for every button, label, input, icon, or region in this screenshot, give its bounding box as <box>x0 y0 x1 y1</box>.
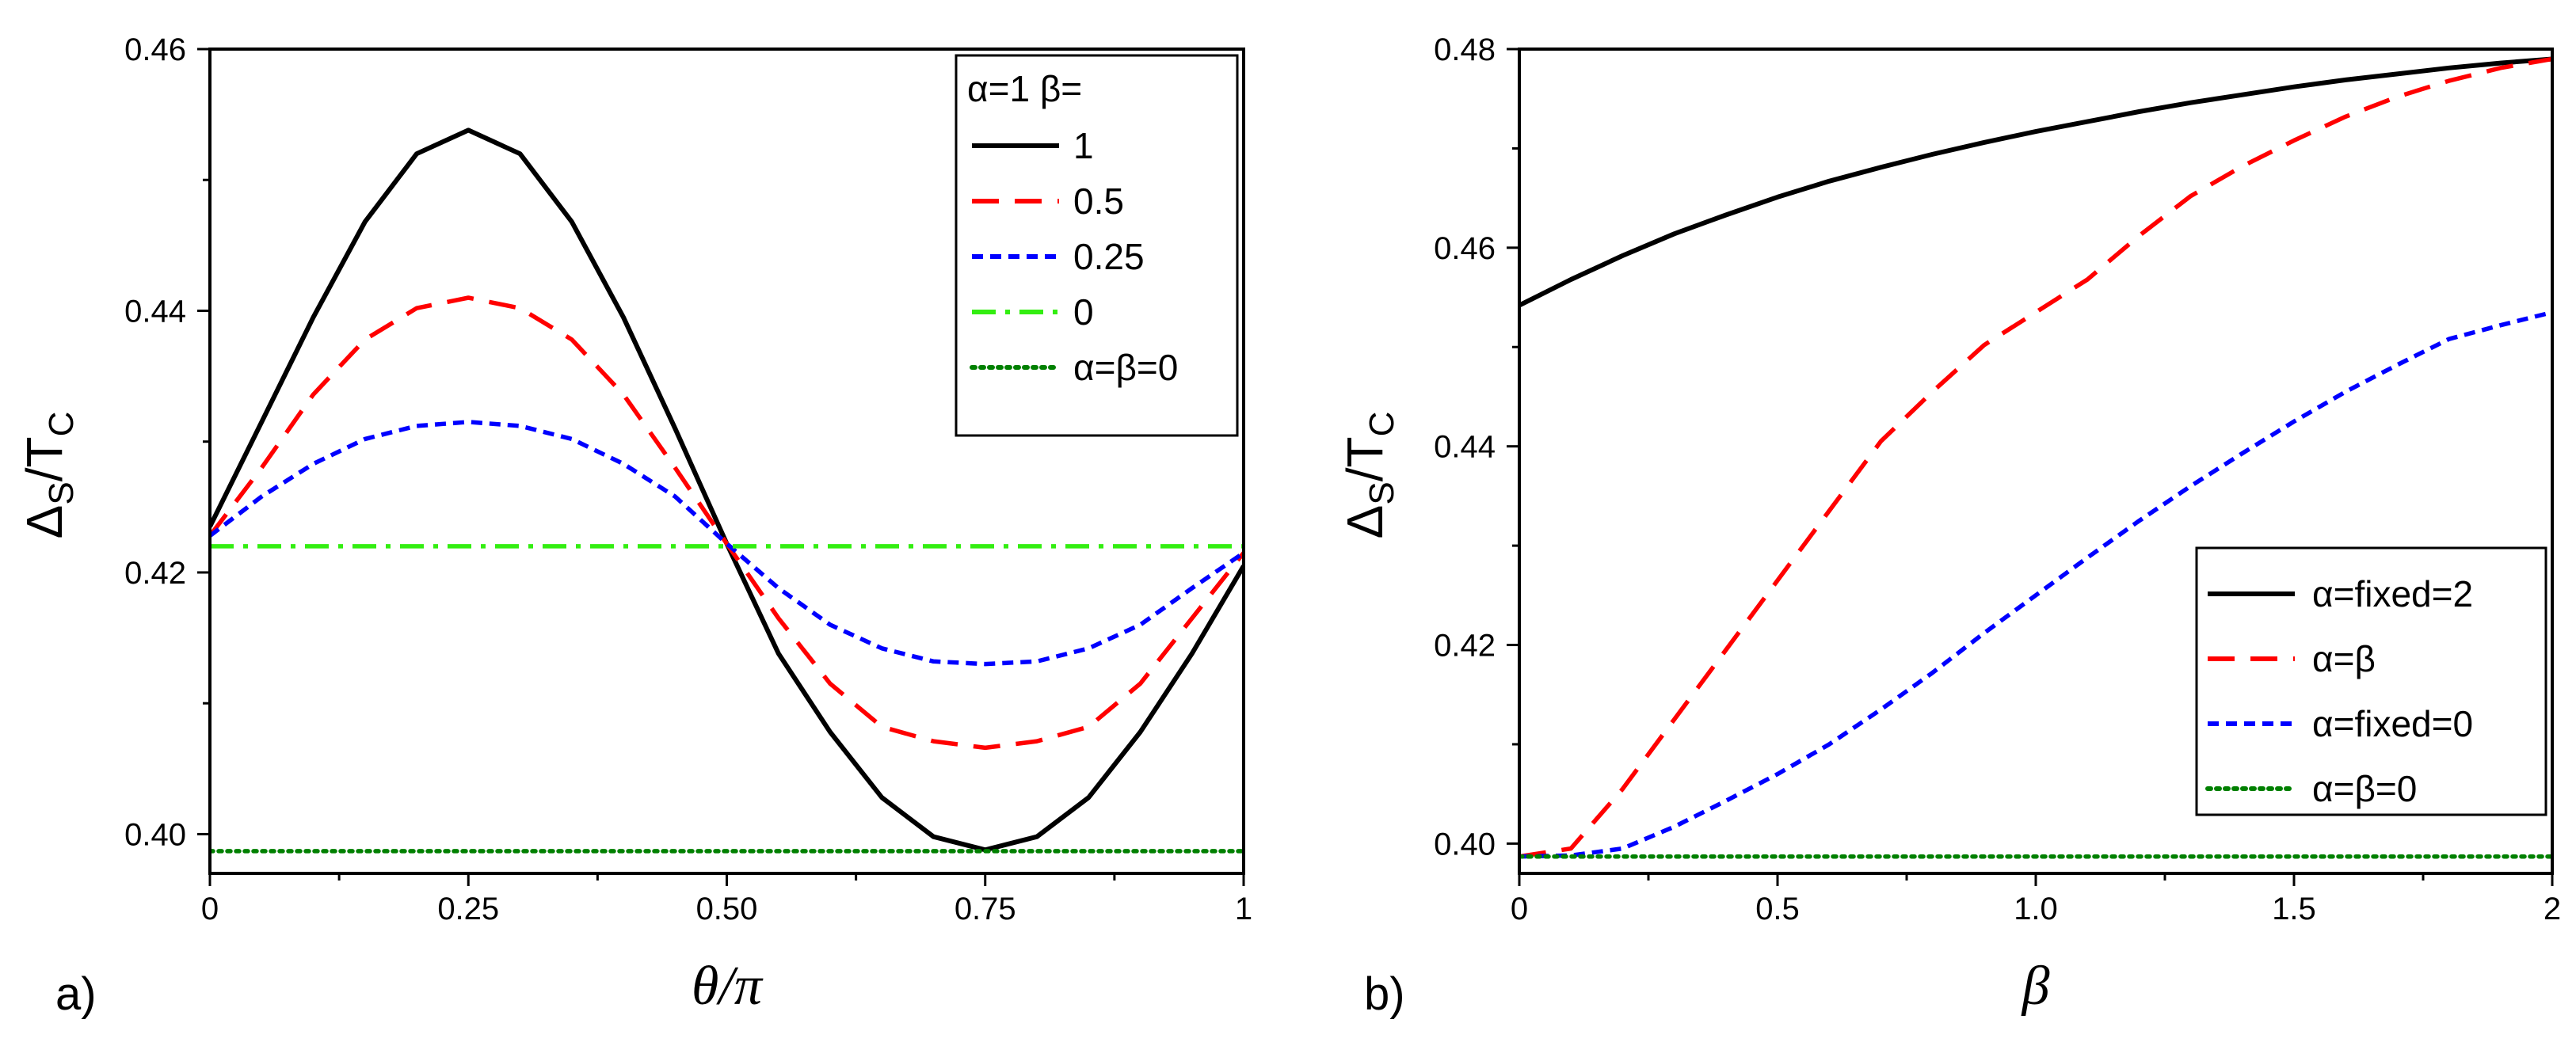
legend: α=fixed=2 α=β α=fixed=0 α=β=0 <box>2195 546 2547 816</box>
x-axis-title: β <box>2021 956 2050 1017</box>
x-tick-label: 1 <box>1235 892 1252 926</box>
x-tick-label: 1.5 <box>2272 892 2316 926</box>
y-tick-label: 0.40 <box>1434 827 1496 862</box>
x-tick-label: 0.25 <box>437 892 499 926</box>
panel-a-chart: 0 0.25 0.50 0.75 10.400.420.440.46ΔS/TCθ/πa)… <box>16 32 1252 1020</box>
legend-label: α=β=0 <box>2312 768 2417 809</box>
legend-label: α=fixed=0 <box>2312 703 2473 744</box>
series-line-a-1 <box>210 295 1244 751</box>
y-tick-label: 0.40 <box>124 817 186 852</box>
y-axis-title: ΔS/TC <box>16 412 81 539</box>
y-axis-title-sub-s: S <box>1362 481 1401 504</box>
x-tick-label: 0 <box>1511 892 1528 926</box>
y-axis-title: ΔS/TC <box>1336 412 1401 539</box>
legend-label: 0 <box>1073 291 1094 333</box>
y-axis-title-sub-c: C <box>42 412 81 437</box>
y-tick-label: 0.42 <box>124 556 186 591</box>
y-axis-title-delta: Δ <box>16 505 73 539</box>
panel-label: a) <box>55 968 97 1020</box>
series-line-b-2 <box>1519 310 2552 859</box>
y-tick-label: 0.42 <box>1434 629 1496 664</box>
y-tick-label: 0.46 <box>124 32 186 67</box>
legend-title: α=1 β= <box>967 68 1082 109</box>
legend-label: α=β <box>2312 638 2376 679</box>
y-axis-title-delta: Δ <box>1336 505 1393 539</box>
legend-label: α=fixed=2 <box>2312 573 2473 614</box>
legend-label: 1 <box>1073 125 1094 166</box>
y-axis-title-sub-c: C <box>1362 412 1401 437</box>
y-tick-label: 0.46 <box>1434 231 1496 266</box>
panel-b-chart: 0 0.5 1.0 1.5 20.400.420.440.460.48ΔS/TCβb)α… <box>1336 32 2561 1020</box>
y-tick-label: 0.44 <box>1434 430 1496 465</box>
x-tick-label: 0.75 <box>955 892 1016 926</box>
y-tick-label: 0.44 <box>124 294 186 329</box>
y-tick-label: 0.48 <box>1434 32 1496 67</box>
x-tick-label: 2 <box>2544 892 2561 926</box>
series-line-b-0 <box>1519 56 2552 308</box>
y-axis-title-slash-t: /T <box>16 436 73 481</box>
legend-label: 0.5 <box>1073 181 1124 222</box>
x-axis-title: θ/π <box>692 956 764 1017</box>
y-axis-title-sub-s: S <box>42 481 81 504</box>
legend-box <box>955 54 1239 437</box>
series-line-a-2 <box>210 420 1244 667</box>
x-tick-label: 1.0 <box>2014 892 2058 926</box>
legend-label: α=β=0 <box>1073 347 1178 388</box>
y-axis-title-slash-t: /T <box>1336 436 1393 481</box>
legend-label: 0.25 <box>1073 236 1145 277</box>
legend: α=1 β= 1 0.5 0.25 0 α=β=0 <box>955 54 1239 437</box>
series-line-b-1 <box>1519 56 2552 859</box>
panel-label: b) <box>1364 968 1405 1020</box>
x-tick-label: 0.50 <box>696 892 758 926</box>
x-tick-label: 0.5 <box>1755 892 1800 926</box>
x-tick-label: 0 <box>201 892 219 926</box>
